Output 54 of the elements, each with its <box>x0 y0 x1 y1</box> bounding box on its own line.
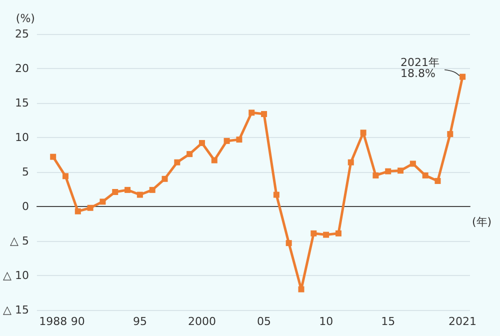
point <box>460 74 466 80</box>
y-tick-label: 20 <box>14 62 29 75</box>
y-tick-label: △ 5 <box>10 234 29 248</box>
x-tick-label: 2000 <box>188 315 216 328</box>
y-tick-label: 15 <box>14 96 29 110</box>
point <box>335 230 342 236</box>
point <box>248 110 255 116</box>
annotation: 2021年 18.8% <box>400 56 440 80</box>
point <box>447 131 454 138</box>
point <box>124 186 131 193</box>
x-tick-label: 95 <box>132 315 147 328</box>
point <box>348 159 354 166</box>
x-tick-label: 05 <box>257 315 272 328</box>
point <box>87 204 94 211</box>
y-tick-label: △ 10 <box>3 269 29 282</box>
point <box>261 111 268 118</box>
x-tick-label: 1988 <box>39 315 68 328</box>
x-tick-label: 10 <box>319 315 334 328</box>
point <box>385 168 392 174</box>
point <box>74 208 81 214</box>
y-tick-label: 5 <box>22 166 29 178</box>
x-axis-title: (年) <box>472 216 492 228</box>
point <box>224 138 230 144</box>
point <box>174 159 180 166</box>
point <box>273 192 280 198</box>
point <box>149 186 156 193</box>
point <box>310 230 317 236</box>
point <box>422 172 428 178</box>
x-tick-label: 2021 <box>448 315 477 328</box>
point <box>198 140 205 146</box>
point <box>62 173 68 180</box>
point <box>410 160 416 167</box>
point <box>372 172 379 178</box>
point <box>286 240 292 246</box>
x-tick-label: 90 <box>70 315 85 328</box>
point <box>398 168 404 174</box>
y-axis-title: (%) <box>16 12 35 25</box>
point <box>50 154 56 160</box>
point <box>162 176 168 182</box>
point <box>323 232 330 238</box>
point <box>100 198 106 205</box>
x-tick-label: 15 <box>381 315 396 328</box>
y-tick-label: 0 <box>22 200 29 213</box>
y-tick-label: 10 <box>14 131 29 144</box>
y-tick-label: 25 <box>14 28 29 40</box>
point <box>112 189 118 196</box>
point <box>236 136 242 143</box>
y-tick-label: △ 15 <box>3 304 29 316</box>
point <box>360 130 366 136</box>
point <box>434 178 441 184</box>
point <box>186 151 193 158</box>
point <box>211 157 218 164</box>
point <box>136 192 143 198</box>
point <box>298 286 304 292</box>
